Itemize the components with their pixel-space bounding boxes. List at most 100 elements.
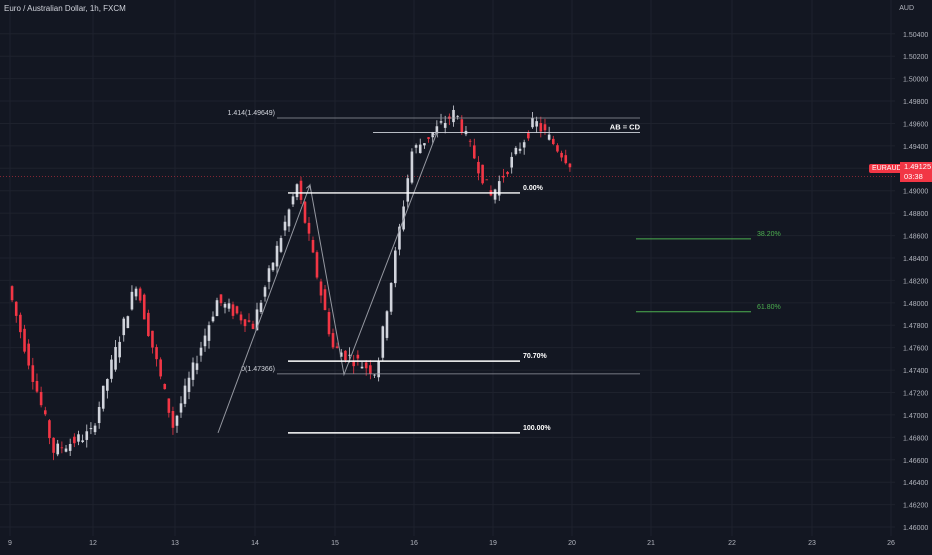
extension-label: 1.414(1.49649) <box>228 110 275 117</box>
candle-body <box>381 326 385 358</box>
candle-body <box>251 323 255 329</box>
candle-body <box>187 377 191 392</box>
candle-body <box>291 196 295 205</box>
x-tick-label: 19 <box>489 540 497 547</box>
candle-body <box>23 328 26 352</box>
candle-body <box>307 222 311 234</box>
x-tick-label: 13 <box>171 540 179 547</box>
abcd-pattern[interactable] <box>217 132 438 434</box>
candle-body <box>373 374 376 376</box>
y-tick-label: 1.48800 <box>903 211 928 218</box>
fib-level-label: 100.00% <box>523 425 551 432</box>
candle-body <box>315 252 319 278</box>
x-tick-label: 20 <box>568 540 576 547</box>
candle-body <box>406 178 410 202</box>
candle-body <box>348 354 351 356</box>
annotations[interactable]: 1.414(1.49649) AB = CD 0(1.47366) 0.00% 70.7… <box>217 110 781 434</box>
time-axis[interactable]: 9 12 13 14 15 16 19 20 21 22 23 26 <box>8 540 895 547</box>
candle-body <box>263 287 267 297</box>
candle-body <box>60 447 64 449</box>
candle-body <box>175 415 179 426</box>
candle-body <box>171 411 175 428</box>
y-tick-label: 1.48400 <box>903 256 928 263</box>
x-tick-label: 21 <box>647 540 655 547</box>
candle-body <box>203 335 207 347</box>
x-tick-label: 9 <box>8 540 12 547</box>
candle-body <box>73 436 76 444</box>
candle-body <box>10 286 14 301</box>
candle-body <box>539 123 543 132</box>
x-tick-label: 23 <box>808 540 816 547</box>
y-tick-label: 1.48000 <box>903 301 928 308</box>
candle-body <box>179 403 183 413</box>
candle-body <box>535 121 538 127</box>
candle-body <box>531 117 534 128</box>
y-tick-label: 1.47200 <box>903 391 928 398</box>
candle-body <box>231 304 235 316</box>
candle-body <box>439 121 443 123</box>
candle-body <box>191 362 195 380</box>
candle-body <box>19 314 22 333</box>
candle-body <box>472 145 476 159</box>
y-tick-label: 1.50000 <box>903 77 928 84</box>
candle-body <box>14 301 18 316</box>
candle-body <box>335 346 339 348</box>
last-price-value: 1.49125 <box>904 162 932 171</box>
candle-body <box>142 294 146 320</box>
candle-body <box>556 145 559 152</box>
candle-body <box>43 410 47 415</box>
candle-body <box>431 132 435 138</box>
candle-body <box>460 119 464 134</box>
candle-body <box>295 184 299 198</box>
candle-body <box>93 425 97 433</box>
candle-body <box>299 180 303 200</box>
y-tick-label: 1.47600 <box>903 346 928 353</box>
abcd-label: AB = CD <box>610 122 641 131</box>
candle-body <box>418 144 422 154</box>
candle-body <box>564 155 568 164</box>
candle-body <box>207 325 211 341</box>
candle-body <box>323 289 327 311</box>
currency-label: AUD <box>899 5 914 12</box>
candle-body <box>52 437 55 453</box>
candle-body <box>423 143 426 146</box>
y-tick-label: 1.48600 <box>903 234 928 241</box>
candle-body <box>199 347 203 356</box>
price-axis[interactable]: 1.50400 1.50200 1.50000 1.49800 1.49600 1.494… <box>903 32 928 532</box>
candle-body <box>360 366 364 369</box>
candle-body <box>502 175 505 178</box>
candle-body <box>31 365 35 382</box>
candle-body <box>369 365 372 374</box>
candle-body <box>219 294 223 304</box>
candle-body <box>151 330 154 348</box>
candle-body <box>456 115 459 117</box>
candle-body <box>543 124 547 131</box>
candle-body <box>468 140 472 142</box>
candle-body <box>344 350 347 361</box>
candle-body <box>527 132 530 139</box>
target-level-label: 61.80% <box>757 304 781 311</box>
y-tick-label: 1.49400 <box>903 144 928 151</box>
candle-body <box>327 312 331 335</box>
candle-body <box>385 311 389 338</box>
candle-body <box>122 318 126 336</box>
last-price-badge: 1.49125 03:38 <box>900 162 932 182</box>
candle-body <box>215 300 219 317</box>
candle-body <box>138 288 142 301</box>
candle-body <box>39 391 43 406</box>
abcd-arrowhead <box>432 131 439 138</box>
candle-body <box>147 312 150 337</box>
candle-body <box>110 359 113 379</box>
symbol-badge: EURAUD <box>869 164 905 173</box>
candle-body <box>356 354 360 359</box>
candle-body <box>130 291 134 310</box>
y-tick-label: 1.47000 <box>903 413 928 420</box>
candle-body <box>183 385 187 404</box>
candle-body <box>283 221 287 231</box>
y-tick-label: 1.47800 <box>903 323 928 330</box>
candle-body <box>85 431 89 440</box>
y-tick-label: 1.49600 <box>903 121 928 128</box>
candle-body <box>247 320 251 322</box>
